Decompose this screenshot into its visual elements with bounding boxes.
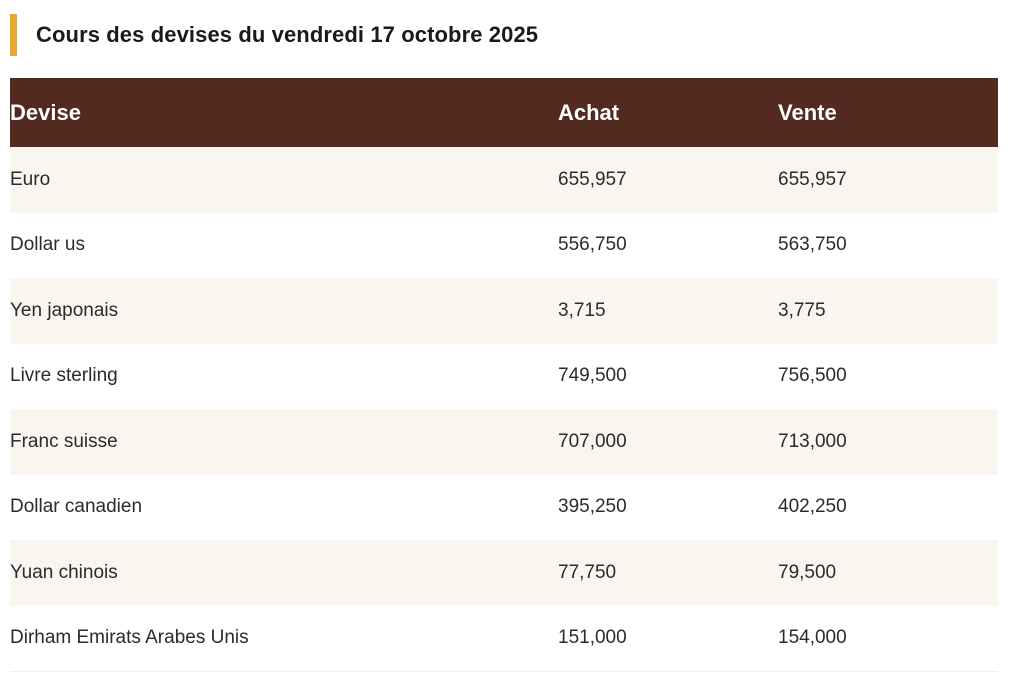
rates-table: Devise Achat Vente Euro 655,957 655,957 … xyxy=(10,78,998,672)
sell-rate-cell: 713,000 xyxy=(778,430,847,452)
sell-rate-cell: 563,750 xyxy=(778,234,847,256)
sell-rate-cell: 154,000 xyxy=(778,627,847,648)
buy-rate-cell: 556,750 xyxy=(558,234,627,256)
sell-rate-cell: 3,775 xyxy=(778,299,826,321)
table-row: Euro 655,957 655,957 xyxy=(10,147,998,213)
currency-name-cell: Euro xyxy=(10,168,51,190)
table-row: Yuan chinois 77,750 79,500 xyxy=(10,540,998,606)
currency-name-cell: Yuan chinois xyxy=(10,561,118,583)
currency-name-cell: Dollar canadien xyxy=(10,496,143,518)
column-header-vente: Vente xyxy=(778,99,837,125)
currency-name-cell: Yen japonais xyxy=(10,299,119,321)
rates-table-header: Devise Achat Vente xyxy=(10,78,998,147)
currency-name-cell: Dollar us xyxy=(10,234,85,256)
sell-rate-cell: 756,500 xyxy=(778,365,847,387)
buy-rate-cell: 77,750 xyxy=(558,561,617,583)
page-heading: Cours des devises du vendredi 17 octobre… xyxy=(10,14,538,56)
sell-rate-cell: 79,500 xyxy=(778,561,837,583)
table-row: Yen japonais 3,715 3,775 xyxy=(10,278,998,344)
table-row: Livre sterling 749,500 756,500 xyxy=(10,343,998,409)
currency-name-cell: Livre sterling xyxy=(10,365,118,387)
sell-rate-cell: 402,250 xyxy=(778,496,847,518)
table-row: Dirham Emirats Arabes Unis 151,000 154,0… xyxy=(10,605,998,671)
rates-table-body: Euro 655,957 655,957 Dollar us 556,750 5… xyxy=(10,147,998,671)
table-row: Franc suisse 707,000 713,000 xyxy=(10,409,998,475)
column-header-devise: Devise xyxy=(10,99,81,125)
title-accent-bar xyxy=(10,14,17,56)
currency-name-cell: Dirham Emirats Arabes Unis xyxy=(10,627,249,648)
currency-name-cell: Franc suisse xyxy=(10,430,118,452)
sell-rate-cell: 655,957 xyxy=(778,168,847,190)
header-row: Devise Achat Vente xyxy=(10,78,998,147)
table-row: Dollar us 556,750 563,750 xyxy=(10,212,998,278)
table-row: Dollar canadien 395,250 402,250 xyxy=(10,474,998,540)
buy-rate-cell: 151,000 xyxy=(558,627,627,648)
buy-rate-cell: 3,715 xyxy=(558,299,606,321)
buy-rate-cell: 395,250 xyxy=(558,496,627,518)
buy-rate-cell: 707,000 xyxy=(558,430,627,452)
buy-rate-cell: 749,500 xyxy=(558,365,627,387)
column-header-achat: Achat xyxy=(558,99,620,125)
buy-rate-cell: 655,957 xyxy=(558,168,627,190)
page-title: Cours des devises du vendredi 17 octobre… xyxy=(36,22,539,47)
